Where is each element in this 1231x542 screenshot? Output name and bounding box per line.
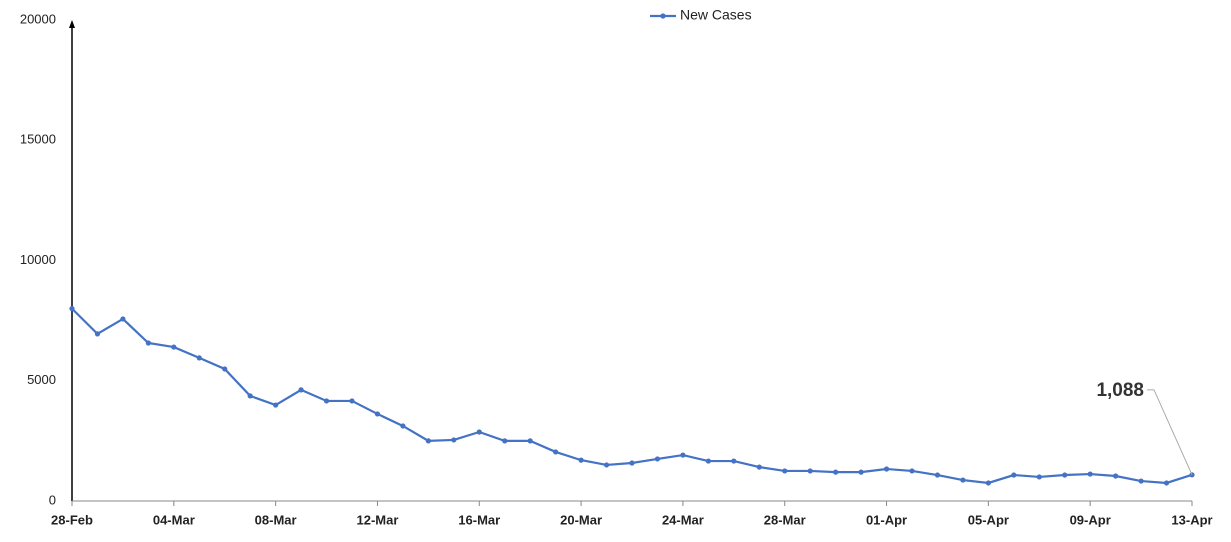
point (960, 477, 966, 483)
y-axis-arrow (69, 20, 75, 28)
x-tick-label: 20-Mar (560, 512, 602, 527)
y-tick-label: 10000 (20, 252, 56, 267)
point (502, 438, 508, 444)
point (323, 398, 330, 404)
point (1113, 473, 1119, 479)
point (883, 466, 890, 472)
point (171, 344, 177, 350)
point (374, 411, 381, 417)
point (400, 423, 406, 429)
point (273, 402, 279, 408)
point (909, 468, 915, 474)
x-tick-label: 28-Mar (764, 512, 806, 527)
point (603, 462, 610, 468)
point (731, 458, 737, 464)
x-tick-label: 01-Apr (866, 512, 907, 527)
point (807, 468, 813, 474)
point (120, 316, 126, 322)
x-tick-label: 05-Apr (968, 512, 1009, 527)
point (476, 429, 482, 435)
y-tick-label: 5000 (27, 372, 56, 387)
point (934, 472, 941, 478)
point (578, 457, 584, 463)
point (1087, 471, 1093, 477)
point (1163, 480, 1170, 486)
x-tick-label: 12-Mar (356, 512, 398, 527)
point (247, 393, 253, 399)
legend-marker (660, 13, 666, 19)
y-tick-label: 20000 (20, 11, 56, 26)
x-tick-label: 08-Mar (255, 512, 297, 527)
x-tick-label: 24-Mar (662, 512, 704, 527)
point (629, 460, 635, 466)
point (858, 469, 864, 475)
x-tick-label: 13-Apr (1171, 512, 1212, 527)
point (196, 355, 202, 361)
point (756, 464, 762, 470)
x-tick-label: 04-Mar (153, 512, 195, 527)
point (451, 437, 457, 443)
point (1011, 472, 1017, 478)
point (985, 480, 991, 486)
x-tick-label: 28-Feb (51, 512, 93, 527)
point (782, 468, 788, 474)
point (527, 438, 533, 444)
x-tick-label: 09-Apr (1070, 512, 1111, 527)
point (425, 438, 431, 444)
point (833, 469, 839, 475)
label-leader (1147, 389, 1193, 476)
point (94, 331, 101, 337)
point (680, 452, 686, 458)
data-label: 1,088 (1096, 380, 1144, 401)
y-tick-label: 15000 (20, 132, 56, 147)
point (349, 398, 355, 404)
legend-label: New Cases (680, 7, 752, 23)
point (222, 366, 228, 372)
point (705, 458, 711, 464)
point (553, 449, 559, 455)
point (69, 306, 75, 312)
point (1062, 472, 1068, 478)
x-tick-label: 16-Mar (458, 512, 500, 527)
point (145, 340, 151, 346)
point (654, 456, 661, 462)
point (1138, 478, 1144, 484)
point (1036, 474, 1042, 480)
point (298, 387, 304, 393)
series-line (71, 307, 1193, 485)
y-tick-label: 0 (49, 492, 56, 507)
